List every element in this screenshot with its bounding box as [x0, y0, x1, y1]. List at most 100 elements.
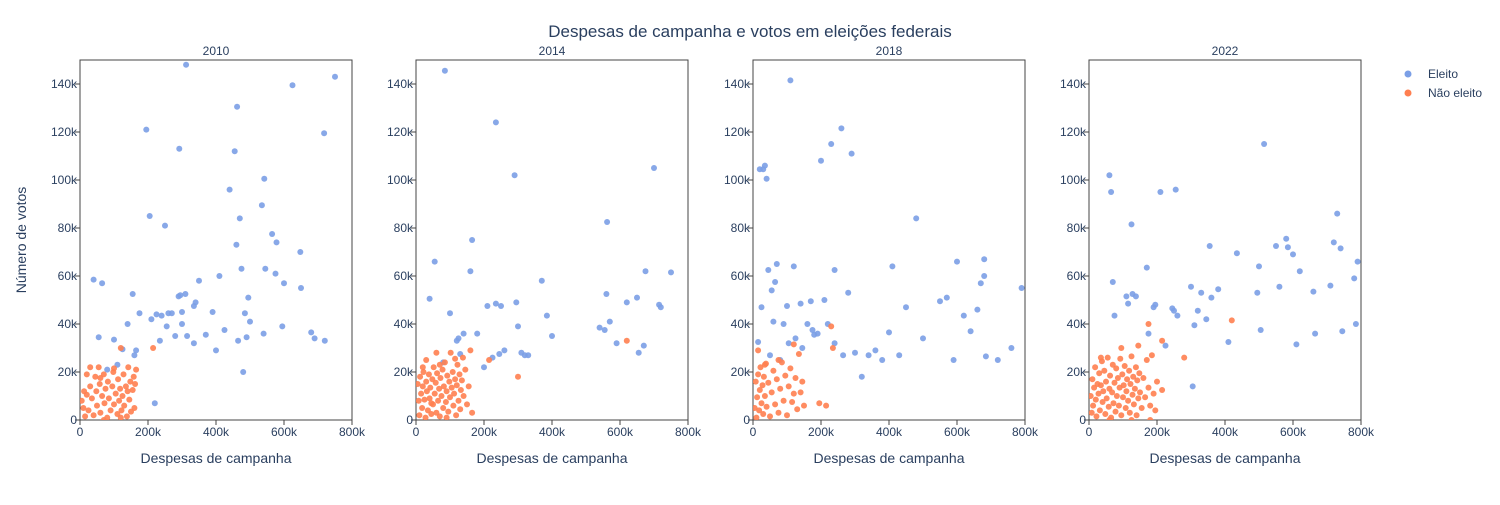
point-nao-eleito — [1103, 395, 1110, 402]
x-tick-label: 400k — [203, 425, 230, 439]
y-tick-label: 80k — [1067, 221, 1087, 235]
point-eleito — [1354, 258, 1361, 265]
point-eleito — [129, 291, 136, 297]
point-eleito — [151, 400, 158, 407]
point-nao-eleito — [782, 372, 789, 379]
point-nao-eleito — [436, 361, 443, 368]
point-nao-eleito — [1127, 381, 1134, 387]
point-nao-eleito — [763, 403, 770, 410]
chart-title: Despesas de campanha e votos em eleições… — [548, 22, 952, 41]
point-eleito — [1351, 275, 1358, 282]
point-nao-eleito — [121, 402, 128, 409]
point-nao-eleito — [104, 378, 111, 385]
point-nao-eleito — [767, 413, 773, 420]
point-nao-eleito — [1111, 379, 1118, 386]
point-eleito — [321, 337, 328, 344]
point-eleito — [549, 333, 555, 339]
point-nao-eleito — [99, 393, 106, 399]
point-nao-eleito — [419, 364, 426, 371]
point-nao-eleito — [111, 401, 117, 408]
point-eleito — [606, 318, 613, 325]
point-nao-eleito — [828, 323, 835, 330]
point-nao-eleito — [438, 393, 445, 399]
point-nao-eleito — [1106, 417, 1113, 420]
point-nao-eleito — [785, 383, 792, 390]
point-nao-eleito — [754, 394, 761, 401]
point-eleito — [950, 357, 957, 363]
point-nao-eleito — [1150, 390, 1157, 397]
x-tick-label: 600k — [271, 425, 298, 439]
point-eleito — [773, 261, 780, 267]
point-eleito — [281, 280, 287, 287]
point-nao-eleito — [753, 414, 760, 420]
point-eleito — [196, 277, 202, 284]
point-eleito — [272, 270, 279, 277]
legend-item-nao-eleito[interactable]: Não eleito — [1404, 86, 1483, 100]
point-nao-eleito — [759, 382, 766, 389]
legend-label-nao-eleito: Não eleito — [1428, 86, 1482, 100]
point-nao-eleito — [1118, 345, 1125, 351]
point-nao-eleito — [1135, 395, 1142, 402]
point-nao-eleito — [446, 378, 453, 385]
point-nao-eleito — [1126, 367, 1133, 374]
panel-2022: 2022 0 20k 40k 60k 80k 100k 120k 140k 0 200k 400k 60… — [1060, 44, 1375, 466]
point-nao-eleito — [1097, 382, 1104, 389]
point-nao-eleito — [120, 371, 127, 378]
point-nao-eleito — [85, 407, 92, 414]
point-eleito — [95, 334, 102, 341]
point-eleito — [513, 299, 520, 306]
point-eleito — [279, 323, 286, 330]
point-nao-eleito — [1120, 394, 1126, 401]
point-nao-eleito — [119, 393, 126, 399]
point-eleito — [1206, 243, 1213, 249]
point-nao-eleito — [96, 381, 103, 387]
point-nao-eleito — [133, 366, 140, 373]
y-tick-label: 60k — [394, 269, 414, 283]
point-eleito — [501, 347, 508, 354]
point-eleito — [613, 340, 620, 347]
point-eleito — [889, 263, 896, 270]
point-nao-eleito — [469, 409, 476, 416]
point-nao-eleito — [760, 373, 767, 380]
point-eleito — [865, 352, 872, 359]
point-eleito — [981, 256, 988, 263]
point-eleito — [1208, 294, 1215, 301]
point-eleito — [852, 349, 858, 356]
point-eleito — [104, 366, 111, 373]
point-nao-eleito — [436, 413, 443, 420]
legend-item-eleito[interactable]: Eleito — [1404, 67, 1459, 81]
legend[interactable]: Eleito Não eleito — [1404, 67, 1483, 100]
point-eleito — [143, 126, 150, 133]
point-nao-eleito — [1099, 399, 1106, 405]
x-tick-label: 0 — [1086, 425, 1093, 439]
point-eleito — [799, 345, 806, 351]
point-eleito — [831, 267, 838, 273]
point-eleito — [262, 265, 269, 272]
point-eleito — [492, 300, 499, 307]
point-eleito — [1334, 210, 1341, 217]
point-nao-eleito — [1119, 371, 1126, 378]
point-eleito — [994, 357, 1001, 363]
point-nao-eleito — [795, 351, 802, 357]
point-nao-eleito — [126, 396, 133, 403]
point-eleito — [787, 77, 794, 84]
point-nao-eleito — [1137, 389, 1143, 396]
point-eleito — [1145, 330, 1152, 337]
x-axis-title: Despesas de campanha — [477, 450, 628, 466]
panel-2018: 2018 0 20k 40k 60k 80k 100k 120k 140k 0 200k 400k 60… — [724, 44, 1039, 466]
point-nao-eleito — [115, 376, 122, 383]
point-nao-eleito — [761, 393, 768, 399]
point-nao-eleito — [428, 411, 435, 417]
point-eleito — [913, 215, 920, 222]
point-eleito — [245, 294, 252, 301]
point-nao-eleito — [1152, 407, 1159, 414]
point-eleito — [943, 294, 950, 301]
point-eleito — [426, 295, 433, 302]
point-nao-eleito — [1130, 401, 1137, 408]
point-eleito — [1276, 283, 1283, 290]
panel-title-2022: 2022 — [1212, 44, 1239, 58]
point-eleito — [156, 337, 163, 344]
point-nao-eleito — [1115, 402, 1122, 409]
point-eleito — [498, 303, 504, 309]
y-tick-label: 140k — [724, 77, 751, 91]
